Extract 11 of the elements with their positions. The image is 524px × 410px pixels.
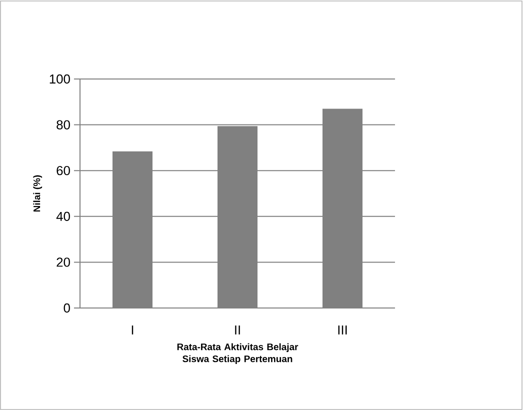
y-tick-label: 60 bbox=[56, 166, 70, 176]
x-axis-title: Rata-Rata Aktivitas Belajar Siswa Setiap Pertemuan bbox=[177, 343, 298, 364]
y-tick-label: 0 bbox=[64, 303, 70, 313]
x-tick-label: III bbox=[338, 326, 347, 334]
y-axis-title: Nilai (%) bbox=[33, 175, 42, 212]
y-tick-label: 40 bbox=[56, 212, 70, 221]
x-tick-label: II bbox=[235, 326, 240, 334]
y-tick-label: 100 bbox=[50, 74, 70, 84]
x-tick-label: I bbox=[132, 326, 134, 334]
y-tick-label: 20 bbox=[56, 258, 70, 267]
y-tick-label: 80 bbox=[56, 120, 70, 130]
